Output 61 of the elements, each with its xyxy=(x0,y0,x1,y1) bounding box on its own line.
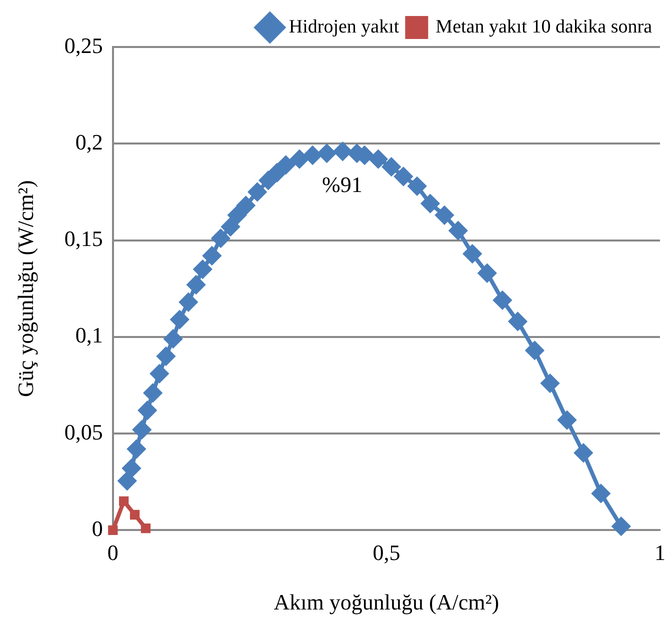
point xyxy=(334,142,352,160)
x-axis-title: Akım yoğunluğu (A/cm²) xyxy=(274,590,500,615)
x-tick-label: 1 xyxy=(654,540,666,566)
point xyxy=(194,260,212,278)
point xyxy=(127,440,146,458)
point xyxy=(138,401,156,420)
point xyxy=(558,411,576,430)
point xyxy=(290,150,308,168)
legend-label: Hidrojen yakıt xyxy=(288,16,400,38)
point xyxy=(248,182,266,201)
point xyxy=(394,168,412,186)
point xyxy=(592,484,610,502)
annotation: %91 xyxy=(322,172,362,198)
y-tick-label: 0,15 xyxy=(64,226,103,252)
point xyxy=(612,517,630,536)
point xyxy=(526,341,544,360)
y-tick-label: 0,1 xyxy=(75,322,103,348)
point xyxy=(179,293,198,312)
point xyxy=(187,276,206,294)
point xyxy=(382,158,400,176)
point xyxy=(212,229,230,248)
point xyxy=(228,206,246,224)
point xyxy=(541,374,560,392)
point xyxy=(202,246,221,265)
point xyxy=(236,196,255,214)
point xyxy=(369,150,388,168)
y-tick-label: 0 xyxy=(92,516,103,541)
point xyxy=(276,156,295,174)
point xyxy=(150,364,168,383)
point xyxy=(493,291,512,310)
point xyxy=(140,523,151,534)
point xyxy=(268,164,286,182)
point xyxy=(130,510,140,520)
x-tick-label: 0,5 xyxy=(372,540,400,566)
point xyxy=(259,171,278,190)
point xyxy=(478,264,496,282)
y-axis-title: Güç yoğunluğu (W/cm²) xyxy=(12,180,38,397)
point xyxy=(408,177,426,196)
point xyxy=(132,420,151,439)
y-tick-label: 0,2 xyxy=(75,129,103,154)
point xyxy=(508,312,527,330)
point xyxy=(463,244,482,263)
point xyxy=(156,347,175,366)
legend-label: Metan yakıt 10 dakika sonra xyxy=(436,16,653,38)
point xyxy=(574,444,592,462)
point xyxy=(108,525,118,536)
point xyxy=(164,330,182,348)
y-tick-label: 0,25 xyxy=(64,32,103,58)
point xyxy=(435,206,454,224)
point xyxy=(222,218,240,236)
point xyxy=(421,194,440,213)
point xyxy=(170,310,189,329)
x-tick-label: 0 xyxy=(107,540,118,566)
y-tick-label: 0,05 xyxy=(64,419,103,444)
point xyxy=(144,384,162,402)
point xyxy=(118,472,136,490)
point xyxy=(119,496,129,506)
point xyxy=(449,222,468,240)
point xyxy=(318,144,336,162)
point xyxy=(304,146,322,164)
point xyxy=(122,459,140,478)
